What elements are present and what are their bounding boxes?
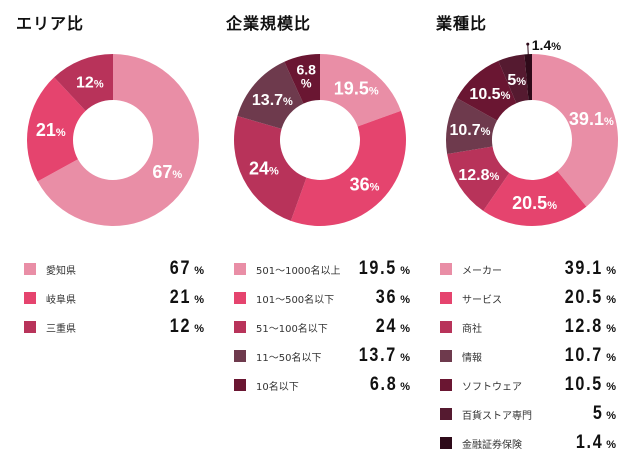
- slice-label: 10.5%: [469, 86, 510, 103]
- legend-label: 101〜500名以下: [256, 294, 335, 306]
- legend-value: 10.7 %: [564, 345, 616, 366]
- legend-value: 6.8 %: [369, 374, 410, 395]
- legend-value: 21 %: [169, 287, 204, 308]
- donut-slice: [37, 54, 199, 227]
- legend-value: 36 %: [375, 287, 410, 308]
- legend-label: 11〜50名以下: [256, 352, 322, 364]
- legend-item: 百貨ストア専門 5 %: [440, 403, 616, 424]
- donut-slice: [234, 116, 307, 221]
- legend-value: 1.4 %: [575, 432, 616, 453]
- leader-line: [527, 44, 529, 57]
- legend-item: 三重県 12 %: [24, 316, 204, 337]
- legend-swatch: [24, 321, 36, 333]
- legend-value: 12.8 %: [564, 316, 616, 337]
- legend-item: 愛知県 67 %: [24, 258, 204, 279]
- donut-slice: [524, 54, 532, 101]
- legend-swatch: [234, 379, 246, 391]
- legend-item: 10名以下 6.8 %: [234, 374, 410, 395]
- slice-label: 67%: [152, 162, 182, 182]
- legend-label: 10名以下: [256, 381, 299, 393]
- slice-label: 36%: [350, 175, 380, 195]
- legend-item: メーカー 39.1 %: [440, 258, 616, 279]
- legend-value: 39.1 %: [564, 258, 616, 279]
- slice-label: 5%: [507, 72, 526, 89]
- legend-swatch: [234, 321, 246, 333]
- legend-label: 愛知県: [46, 265, 76, 277]
- legend-label: 岐阜県: [46, 294, 76, 306]
- legend-item: 501〜1000名以上 19.5 %: [234, 258, 410, 279]
- legend-item: 51〜100名以下 24 %: [234, 316, 410, 337]
- donut-slice: [447, 146, 510, 211]
- leader-dot: [526, 42, 530, 46]
- donut-slice: [456, 60, 517, 121]
- legend-value: 5 %: [592, 403, 616, 424]
- legend-value: 12 %: [169, 316, 204, 337]
- legend-swatch: [440, 292, 452, 304]
- legend-swatch: [440, 350, 452, 362]
- legend-swatch: [440, 263, 452, 275]
- donut-slice: [446, 98, 498, 154]
- donut-industry: 39.1% 20.5% 12.8% 10.7% 10.5%5% 1.4%: [446, 37, 618, 226]
- legend-swatch: [440, 379, 452, 391]
- legend-swatch: [440, 408, 452, 420]
- slice-label: 1.4%: [532, 37, 561, 53]
- legend-swatch: [234, 292, 246, 304]
- slice-label: 19.5%: [334, 78, 379, 98]
- legend-value: 67 %: [169, 258, 204, 279]
- legend-label: メーカー: [462, 265, 502, 277]
- legend-value: 20.5 %: [564, 287, 616, 308]
- legend-item: 101〜500名以下 36 %: [234, 287, 410, 308]
- legend-item: 金融証券保険 1.4 %: [440, 432, 616, 453]
- donut-slice: [290, 110, 406, 226]
- slice-label: 24%: [249, 159, 279, 179]
- legend-label: 商社: [462, 323, 482, 335]
- legend-label: ソフトウェア: [462, 381, 522, 393]
- chart-title-area: エリア比: [16, 14, 85, 33]
- legend-value: 13.7 %: [358, 345, 410, 366]
- slice-label: 21%: [36, 120, 66, 140]
- slice-label: 12.8%: [458, 167, 499, 184]
- donut-area: 67% 21% 12%: [27, 54, 199, 227]
- legend-label: 三重県: [46, 323, 76, 335]
- donut-slice: [483, 170, 587, 226]
- legend-item: サービス 20.5 %: [440, 287, 616, 308]
- legend-item: 情報 10.7 %: [440, 345, 616, 366]
- legend-swatch: [24, 263, 36, 275]
- legend-label: 金融証券保険: [462, 439, 522, 451]
- legend-swatch: [234, 263, 246, 275]
- chart-title-industry: 業種比: [436, 14, 488, 33]
- legend-value: 19.5 %: [358, 258, 410, 279]
- slice-label: 10.7%: [449, 122, 490, 139]
- donut-slice: [532, 54, 618, 207]
- donut-slice: [54, 54, 113, 111]
- donut-slice: [498, 54, 529, 104]
- legend-swatch: [24, 292, 36, 304]
- legend-item: 商社 12.8 %: [440, 316, 616, 337]
- donut-company-size: 19.5% 36% 24% 13.7%6.8%: [234, 54, 406, 226]
- legend-item: 11〜50名以下 13.7 %: [234, 345, 410, 366]
- donut-slice: [320, 54, 401, 127]
- legend-swatch: [234, 350, 246, 362]
- legend-label: 51〜100名以下: [256, 323, 328, 335]
- slice-label: 6.8%: [296, 61, 316, 90]
- legend-label: 501〜1000名以上: [256, 265, 341, 277]
- slice-label: 39.1%: [569, 109, 614, 129]
- slice-label: 12%: [76, 74, 104, 91]
- chart-title-company-size: 企業規模比: [226, 14, 312, 33]
- legend-label: サービス: [462, 294, 502, 306]
- legend-swatch: [440, 437, 452, 449]
- legend-item: ソフトウェア 10.5 %: [440, 374, 616, 395]
- slice-label: 20.5%: [512, 193, 557, 213]
- legend-value: 24 %: [375, 316, 410, 337]
- donut-slice: [27, 77, 86, 182]
- legend-swatch: [440, 321, 452, 333]
- legend-label: 情報: [462, 352, 482, 364]
- legend-value: 10.5 %: [564, 374, 616, 395]
- slice-label: 13.7%: [252, 92, 293, 109]
- legend-label: 百貨ストア専門: [462, 410, 532, 422]
- donut-slice: [237, 61, 304, 129]
- legend-item: 岐阜県 21 %: [24, 287, 204, 308]
- donut-slice: [284, 54, 320, 104]
